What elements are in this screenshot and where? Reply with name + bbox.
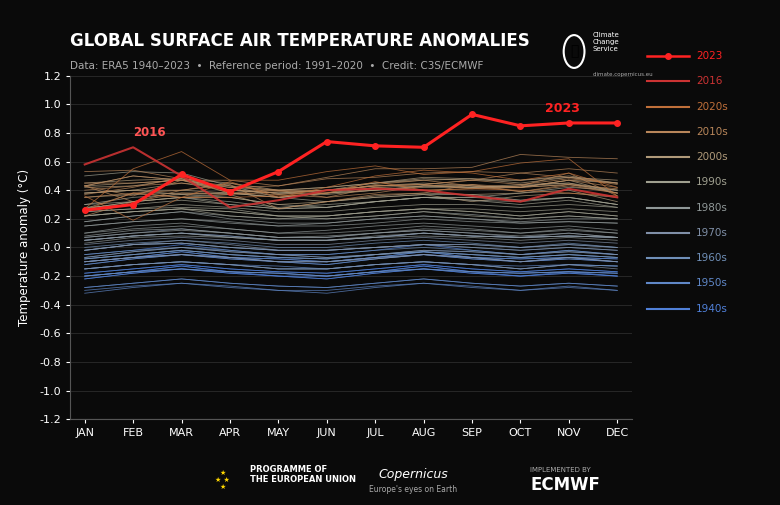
Text: Europe's eyes on Earth: Europe's eyes on Earth [370,485,457,494]
Text: Climate
Change
Service: Climate Change Service [593,32,619,52]
Text: 2023: 2023 [696,51,722,61]
Text: GLOBAL SURFACE AIR TEMPERATURE ANOMALIES: GLOBAL SURFACE AIR TEMPERATURE ANOMALIES [70,32,530,50]
Text: 1960s: 1960s [696,253,728,263]
Text: 2010s: 2010s [696,127,728,137]
Text: ★
★ ★
★: ★ ★ ★ ★ [215,470,229,490]
Text: 2016: 2016 [133,126,166,139]
Text: 2000s: 2000s [696,152,728,162]
Text: Data: ERA5 1940–2023  •  Reference period: 1991–2020  •  Credit: C3S/ECMWF: Data: ERA5 1940–2023 • Reference period:… [70,61,484,71]
Text: 🌡: 🌡 [570,44,578,59]
Text: 1990s: 1990s [696,177,728,187]
Text: 1980s: 1980s [696,203,728,213]
Text: PROGRAMME OF
THE EUROPEAN UNION: PROGRAMME OF THE EUROPEAN UNION [250,465,356,484]
Text: ECMWF: ECMWF [530,476,601,494]
Text: 1940s: 1940s [696,304,728,314]
Y-axis label: Temperature anomaly (°C): Temperature anomaly (°C) [18,169,31,326]
Text: 1950s: 1950s [696,278,728,288]
Text: 1970s: 1970s [696,228,728,238]
Text: climate.copernicus.eu: climate.copernicus.eu [593,72,654,77]
Text: Copernicus: Copernicus [378,468,448,481]
Text: 2020s: 2020s [696,102,728,112]
Text: 2023: 2023 [544,102,580,115]
Text: IMPLEMENTED BY: IMPLEMENTED BY [530,467,591,473]
Text: 2016: 2016 [696,76,722,86]
